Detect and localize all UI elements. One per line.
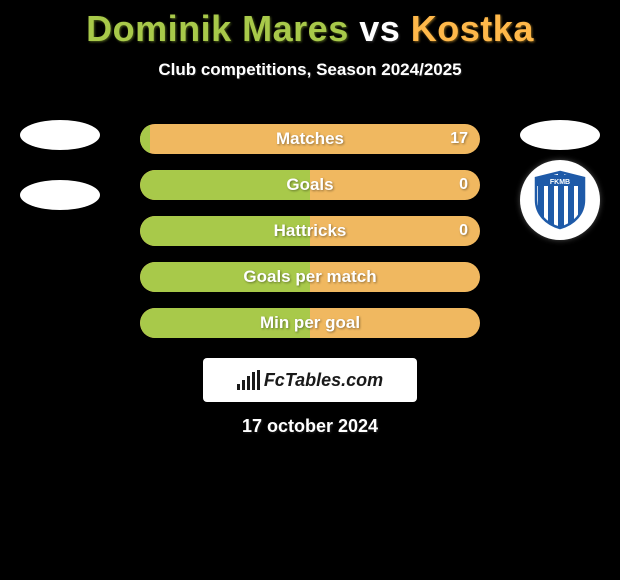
stat-row: Hattricks 0 xyxy=(140,216,480,246)
stat-row: Min per goal xyxy=(140,308,480,338)
player1-name: Dominik Mares xyxy=(86,8,349,49)
stat-fill-left xyxy=(140,170,310,200)
player1-club-placeholder xyxy=(20,180,100,210)
stat-value-right: 0 xyxy=(459,222,468,240)
stat-label: Goals xyxy=(286,175,333,195)
stat-row: Goals per match xyxy=(140,262,480,292)
stat-value-right: 0 xyxy=(459,176,468,194)
brand-box: FcTables.com xyxy=(203,358,417,402)
player1-avatar-placeholder xyxy=(20,120,100,150)
snapshot-date: 17 october 2024 xyxy=(0,416,620,437)
left-avatar-column xyxy=(20,120,100,210)
vs-text: vs xyxy=(359,8,400,49)
shield-icon: FKMB xyxy=(532,170,588,230)
stat-label: Min per goal xyxy=(260,313,360,333)
stat-label: Goals per match xyxy=(243,267,376,287)
stat-row: Matches 17 xyxy=(140,124,480,154)
player2-club-badge: FKMB xyxy=(520,160,600,240)
player2-avatar-placeholder xyxy=(520,120,600,150)
player2-name: Kostka xyxy=(411,8,534,49)
comparison-title: Dominik Mares vs Kostka xyxy=(0,0,620,50)
club-badge-text: FKMB xyxy=(550,179,570,186)
stat-label: Hattricks xyxy=(274,221,347,241)
stat-label: Matches xyxy=(276,129,344,149)
brand-text: FcTables.com xyxy=(264,370,383,391)
stat-row: Goals 0 xyxy=(140,170,480,200)
right-avatar-column: FKMB xyxy=(520,120,600,240)
brand-bars-icon xyxy=(237,370,260,390)
stats-container: Matches 17 Goals 0 Hattricks 0 Goals per match… xyxy=(140,124,480,338)
stat-fill-left xyxy=(140,124,150,154)
season-subtitle: Club competitions, Season 2024/2025 xyxy=(0,60,620,80)
stat-value-right: 17 xyxy=(450,130,468,148)
